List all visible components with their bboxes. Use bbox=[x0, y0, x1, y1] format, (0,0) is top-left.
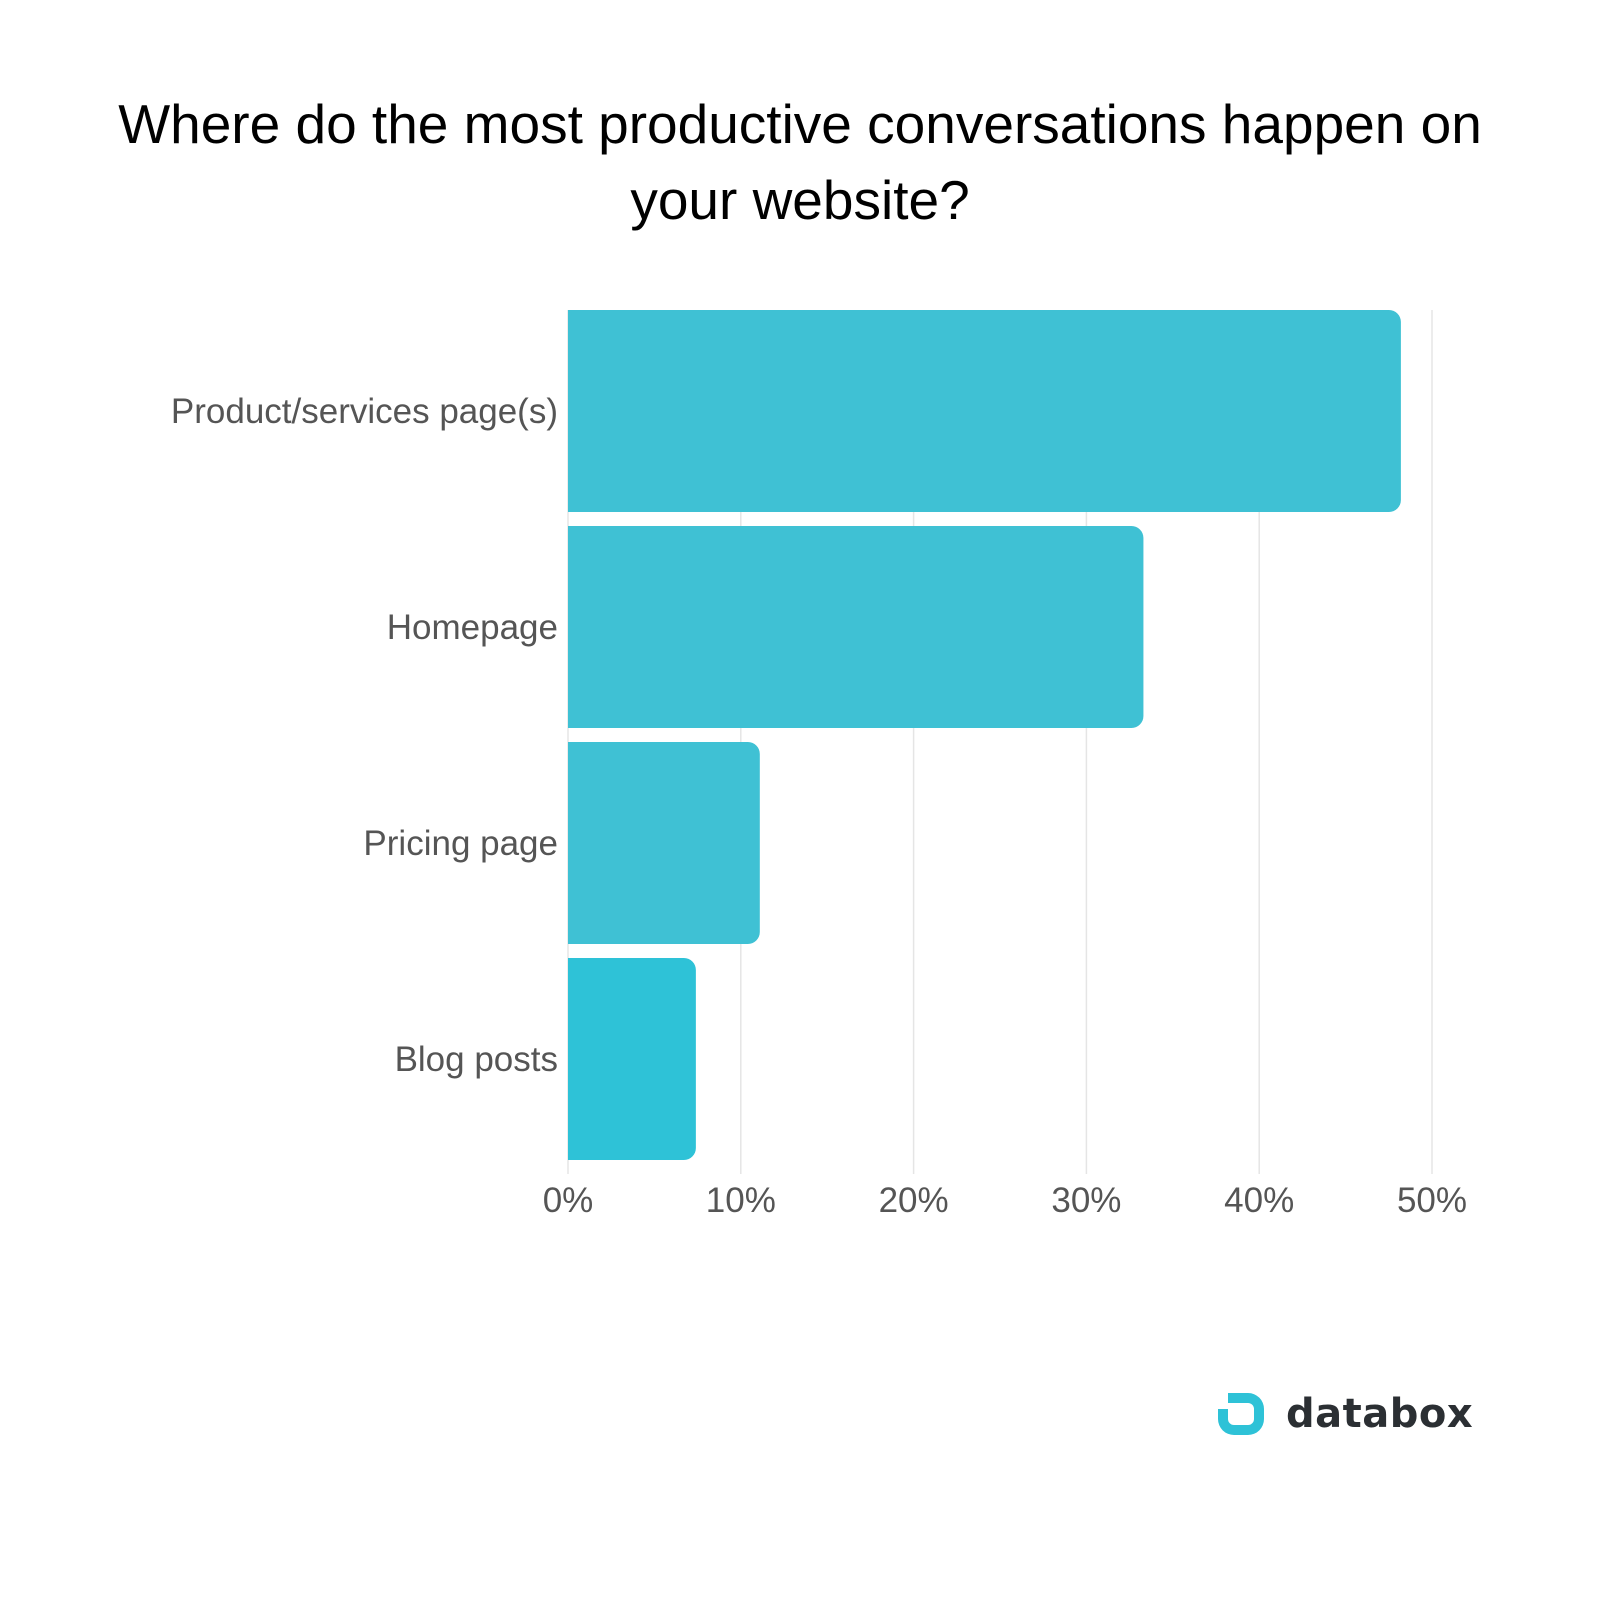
chart-title: Where do the most productive conversatio… bbox=[118, 93, 1482, 231]
bar bbox=[568, 958, 696, 1160]
bars bbox=[568, 310, 1401, 1160]
databox-logo-icon bbox=[1218, 1393, 1264, 1435]
category-labels: Product/services page(s) Homepage Pricing … bbox=[171, 392, 558, 1079]
brand-name: databox bbox=[1286, 1391, 1474, 1437]
x-tick-label: 50% bbox=[1397, 1181, 1467, 1220]
category-label: Blog posts bbox=[395, 1040, 558, 1079]
category-label: Homepage bbox=[387, 608, 558, 647]
brand-logo: databox bbox=[1214, 1388, 1473, 1440]
category-label: Product/services page(s) bbox=[171, 392, 558, 431]
x-tick-label: 40% bbox=[1224, 1181, 1294, 1220]
bar bbox=[568, 526, 1144, 728]
bar bbox=[568, 310, 1401, 512]
x-tick-label: 0% bbox=[543, 1181, 594, 1220]
bar bbox=[568, 742, 760, 944]
category-label: Pricing page bbox=[363, 824, 558, 863]
x-tick-label: 30% bbox=[1051, 1181, 1121, 1220]
x-tick-label: 10% bbox=[706, 1181, 776, 1220]
x-axis-tick-labels: 0% 10% 20% 30% 40% 50% bbox=[543, 1181, 1467, 1220]
x-tick-label: 20% bbox=[879, 1181, 949, 1220]
